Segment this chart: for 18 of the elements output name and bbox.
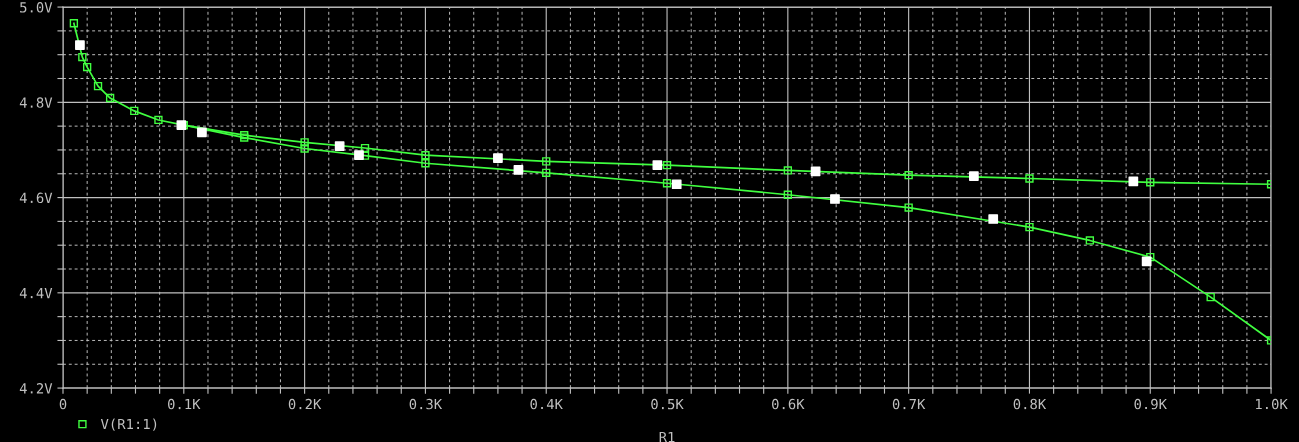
y-tick-label: 5.0V xyxy=(20,2,53,13)
legend-label: V(R1:1) xyxy=(100,418,157,431)
x-tick-label: 0.9K xyxy=(1134,398,1167,410)
x-tick-label: 0.2K xyxy=(288,398,322,410)
x-tick-label: 0.3K xyxy=(409,398,443,410)
y-tick-label: 4.8V xyxy=(19,97,53,108)
x-tick-label: 0.5K xyxy=(651,398,684,410)
x-tick-label: 0.4K xyxy=(530,398,563,410)
x-tick-label: 0 xyxy=(59,398,67,410)
y-tick-label: 4.4V xyxy=(19,288,53,299)
y-tick-label: 4.2V xyxy=(19,383,53,394)
x-tick-label: 1.0K xyxy=(1256,398,1288,410)
x-tick-label: 0.6K xyxy=(772,398,805,410)
x-axis-title: R1 xyxy=(659,431,675,442)
x-tick-label: 0.1K xyxy=(167,398,201,410)
x-tick-label: 0.7K xyxy=(892,398,926,410)
y-tick-label: 4.6V xyxy=(19,192,53,204)
x-tick-label: 0.8K xyxy=(1013,398,1047,410)
